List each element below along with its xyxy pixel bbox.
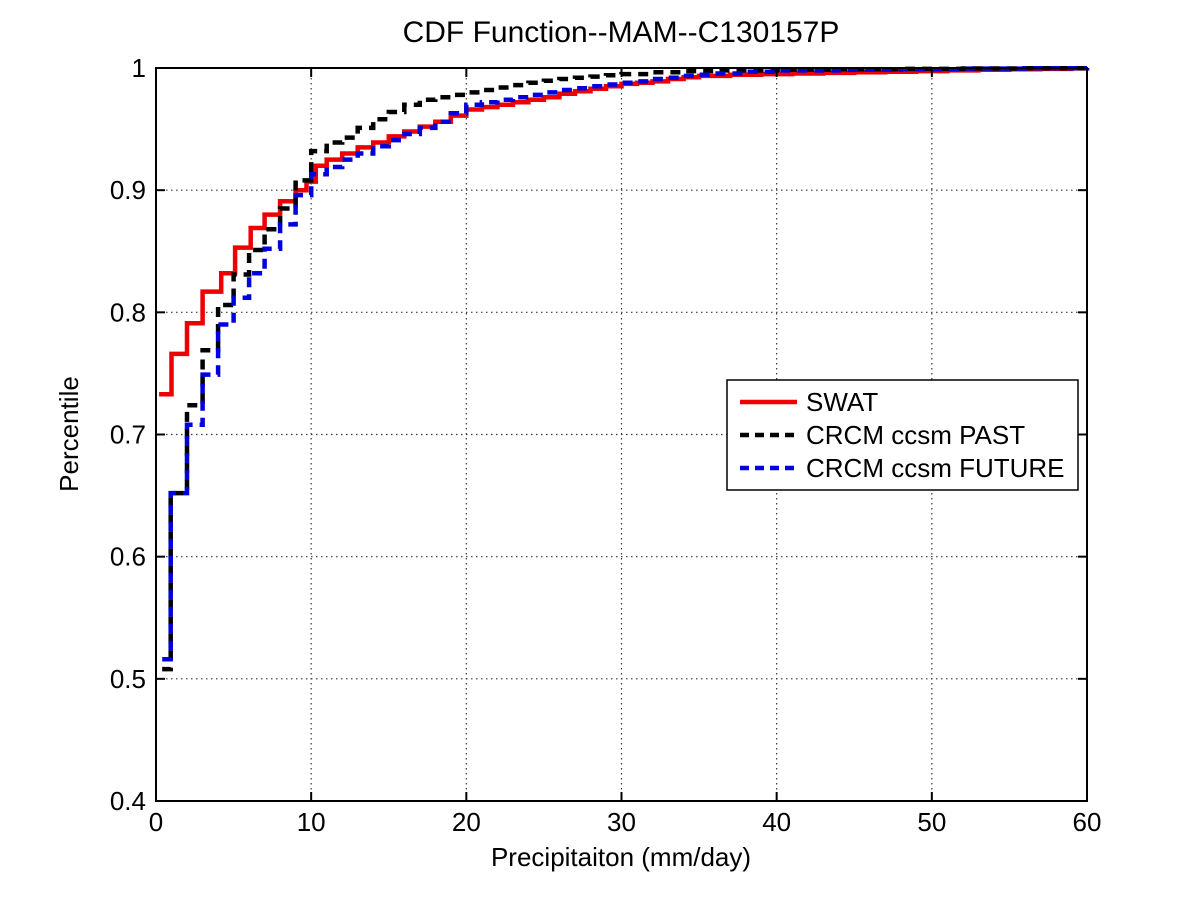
y-tick-label: 0.5	[110, 664, 146, 694]
y-tick-label: 0.4	[110, 786, 146, 816]
x-tick-label: 10	[297, 807, 326, 837]
y-tick-label: 0.8	[110, 297, 146, 327]
tick-label-layer: 0 10 20 30 40 50 60 0.4 0.5 0.6 0.7 0.8 0.9 1	[110, 53, 1102, 837]
x-tick-label: 0	[149, 807, 163, 837]
legend-item-label: CRCM ccsm PAST	[806, 420, 1025, 450]
legend-item-label: CRCM ccsm FUTURE	[806, 453, 1065, 483]
y-tick-label: 0.7	[110, 420, 146, 450]
series-curve-crcm-ccsm-past	[162, 65, 1090, 672]
x-tick-label: 20	[452, 807, 481, 837]
x-axis-label: Precipitaiton (mm/day)	[491, 842, 751, 872]
y-axis-label: Percentile	[54, 376, 84, 492]
series-curve-crcm-ccsm-future	[162, 65, 1090, 662]
x-tick-label: 50	[917, 807, 946, 837]
series-layer	[159, 65, 1090, 672]
series-curve-swat	[159, 66, 1090, 397]
x-tick-label: 40	[762, 807, 791, 837]
y-tick-label: 0.9	[110, 175, 146, 205]
axes-layer	[155, 67, 1088, 802]
legend-item-label: SWAT	[806, 387, 878, 417]
chart-title: CDF Function--MAM--C130157P	[403, 16, 840, 49]
x-tick-label: 30	[607, 807, 636, 837]
x-tick-label: 60	[1073, 807, 1102, 837]
y-tick-label: 1	[132, 53, 146, 83]
y-tick-label: 0.6	[110, 542, 146, 572]
